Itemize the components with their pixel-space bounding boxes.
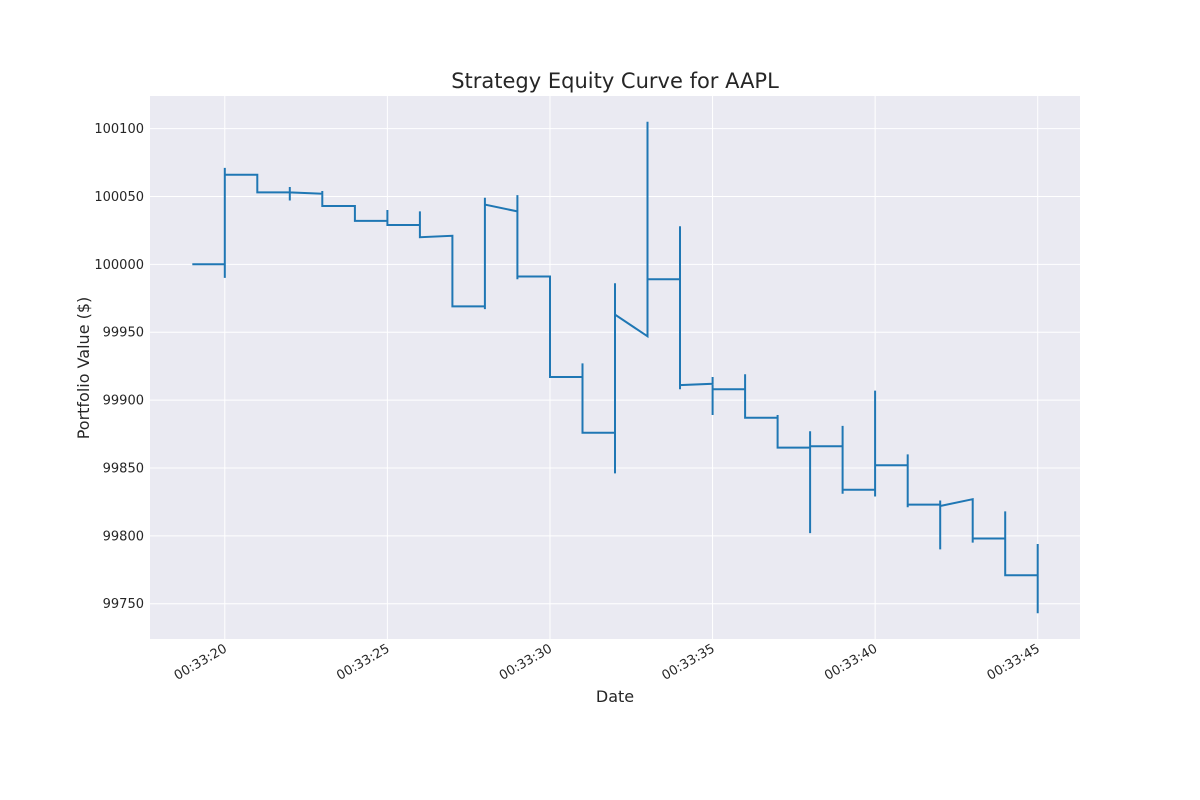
y-tick-label: 99900 <box>103 394 144 409</box>
equity-line <box>192 121 1039 614</box>
x-axis-label: Date <box>596 687 634 706</box>
y-tick-label: 99800 <box>103 529 144 544</box>
x-tick-label: 00:33:40 <box>822 641 880 683</box>
y-axis-label: Portfolio Value ($) <box>74 297 93 440</box>
x-tick-label: 00:33:25 <box>334 641 392 683</box>
y-axis-ticks: 100100 100050 100000 99950 99900 99850 99800 99… <box>94 122 144 612</box>
x-axis-ticks: 00:33:20 00:33:25 00:33:30 00:33:35 00:33:40… <box>172 641 1043 683</box>
series-layer <box>192 121 1039 614</box>
x-tick-label: 00:33:30 <box>497 641 555 683</box>
y-tick-label: 99850 <box>103 461 144 476</box>
x-tick-label: 00:33:45 <box>985 641 1043 683</box>
y-tick-label: 100000 <box>94 258 144 273</box>
y-tick-label: 99950 <box>103 326 144 341</box>
x-tick-label: 00:33:20 <box>172 641 230 683</box>
x-tick-label: 00:33:35 <box>659 641 717 683</box>
y-tick-label: 99750 <box>103 597 144 612</box>
y-tick-label: 100050 <box>94 190 144 205</box>
y-tick-label: 100100 <box>94 122 144 137</box>
chart-title: Strategy Equity Curve for AAPL <box>451 69 779 93</box>
